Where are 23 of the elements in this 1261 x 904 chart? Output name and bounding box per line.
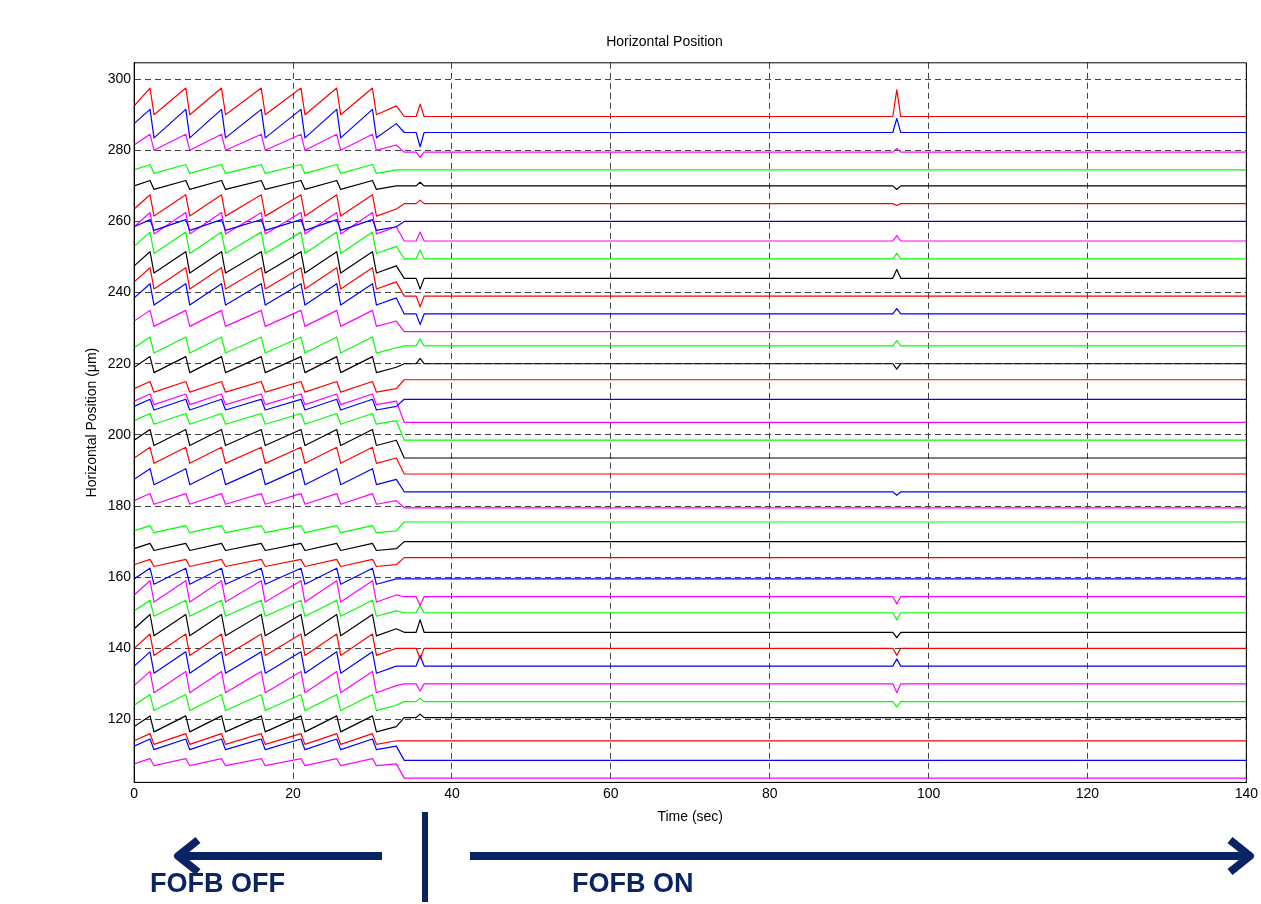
x-tick-label: 40: [444, 784, 460, 801]
x-tick-label: 120: [1075, 784, 1100, 801]
y-tick-label: 280: [107, 141, 132, 158]
x-axis-title: Time (sec): [657, 808, 724, 825]
y-axis-title: Horizontal Position (μm): [83, 347, 100, 498]
y-tick-label: 260: [107, 212, 132, 229]
text: FOFB ON: [572, 868, 694, 899]
y-tick-label: 220: [107, 354, 132, 371]
y-tick-label: 300: [107, 70, 132, 87]
chart-title: Horizontal Position: [606, 33, 723, 50]
x-tick-label: 100: [916, 784, 941, 801]
y-tick-label: 180: [107, 496, 132, 513]
x-tick-label: 0: [130, 784, 139, 801]
x-tick-label: 20: [285, 784, 302, 801]
y-tick-label: 200: [107, 425, 132, 442]
x-tick-label: 80: [761, 784, 778, 801]
x-tick-label: 60: [603, 784, 619, 801]
y-tick-label: 140: [107, 639, 132, 656]
x-tick-label: 140: [1234, 784, 1259, 801]
y-tick-label: 160: [107, 568, 132, 585]
y-tick-label: 120: [107, 710, 132, 727]
text: FOFB OFF: [150, 868, 285, 899]
y-tick-label: 240: [107, 283, 132, 300]
